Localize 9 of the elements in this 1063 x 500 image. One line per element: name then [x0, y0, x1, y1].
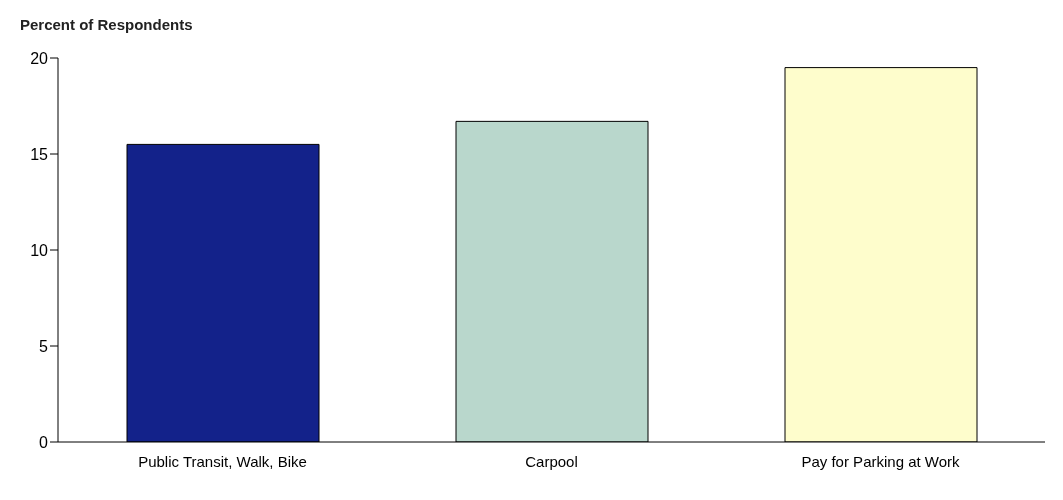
y-tick-label: 20: [30, 49, 49, 67]
y-tick-label: 0: [39, 433, 49, 451]
y-axis-title: Percent of Respondents: [20, 16, 193, 33]
x-tick-label: Public Transit, Walk, Bike: [138, 452, 307, 470]
x-tick-label: Carpool: [525, 452, 578, 470]
x-tick-label: Pay for Parking at Work: [801, 452, 961, 470]
y-tick-label: 5: [39, 337, 49, 355]
y-tick-label: 10: [30, 241, 49, 259]
y-tick-label: 15: [30, 145, 49, 163]
